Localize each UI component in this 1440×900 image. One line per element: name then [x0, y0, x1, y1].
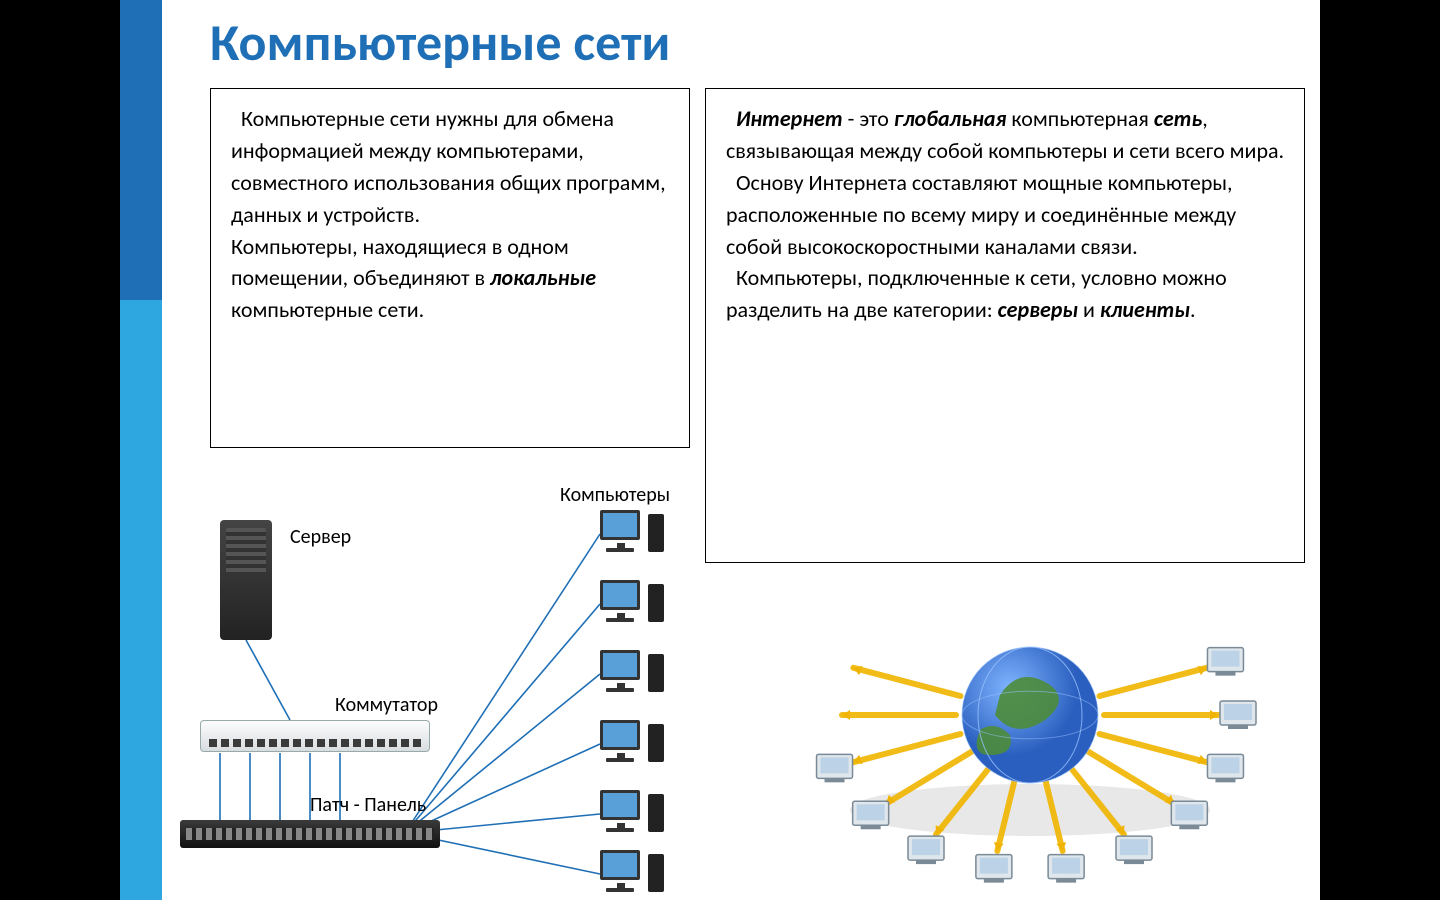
pc-icon — [600, 850, 670, 898]
diagram-local-network: Сервер Коммутатор Патч - Панель Компьюте… — [180, 475, 720, 885]
left-p2b: компьютерные сети. — [231, 296, 424, 323]
r1-b2: глобальная — [894, 105, 1007, 132]
r1-b3: сеть — [1154, 105, 1202, 132]
slide-title: Компьютерные сети — [210, 10, 670, 74]
right-para-1: Интернет - это глобальная компьютерная с… — [726, 103, 1288, 167]
textbox-internet: Интернет - это глобальная компьютерная с… — [705, 88, 1305, 563]
right-para-2: Основу Интернета составляют мощные компь… — [726, 167, 1288, 263]
r1-a: - это — [843, 105, 894, 132]
slide: Компьютерные сети Компьютерные сети нужн… — [120, 0, 1320, 900]
switch-icon — [200, 720, 430, 752]
left-para-1: Компьютерные сети нужны для обмена инфор… — [231, 103, 673, 231]
r3-mid: и — [1078, 296, 1100, 323]
pc-icon — [600, 580, 670, 628]
left-p1: Компьютерные сети нужны для обмена инфор… — [231, 105, 666, 228]
r2: Основу Интернета составляют мощные компь… — [726, 169, 1236, 260]
label-pcs: Компьютеры — [560, 483, 670, 507]
r3-b1: серверы — [998, 296, 1078, 323]
pc-icon — [600, 720, 670, 768]
r1-b1: Интернет — [736, 105, 843, 132]
right-para-3: Компьютеры, подключенные к сети, условно… — [726, 262, 1288, 326]
r3-end: . — [1190, 296, 1196, 323]
diagram-globe — [760, 585, 1300, 885]
label-switch: Коммутатор — [335, 693, 438, 717]
pc-icon — [600, 790, 670, 838]
label-patch: Патч - Панель — [310, 793, 426, 817]
accent-bar-light — [120, 300, 162, 900]
pc-icon — [600, 650, 670, 698]
server-icon — [220, 520, 272, 640]
r3-b2: клиенты — [1100, 296, 1190, 323]
left-p2-bold: локальные — [490, 264, 596, 291]
label-server: Сервер — [290, 525, 351, 549]
textbox-local-networks: Компьютерные сети нужны для обмена инфор… — [210, 88, 690, 448]
pc-icon — [600, 510, 670, 558]
globe-svg — [760, 585, 1300, 885]
r1-bt: компьютерная — [1006, 105, 1153, 132]
patch-panel-icon — [180, 820, 440, 848]
left-para-2: Компьютеры, находящиеся в одном помещени… — [231, 231, 673, 327]
